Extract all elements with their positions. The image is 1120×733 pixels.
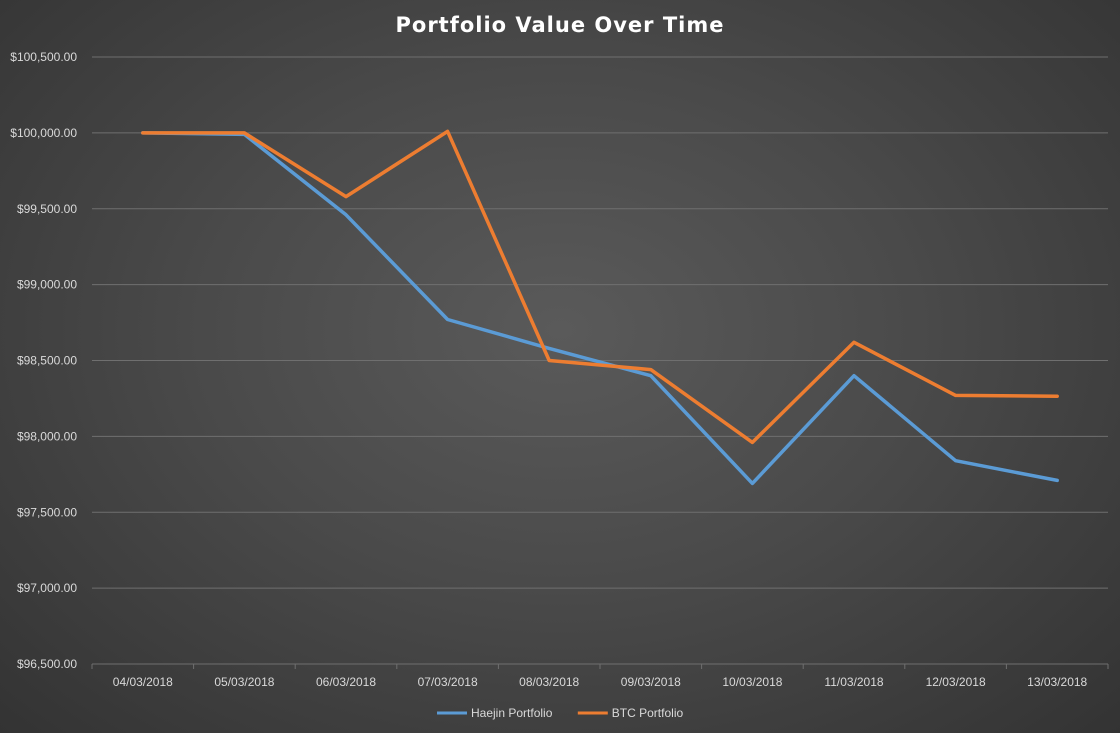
x-tick-label: 11/03/2018 xyxy=(824,675,883,689)
legend-entry: BTC Portfolio xyxy=(577,706,684,720)
y-tick-label: $99,000.00 xyxy=(17,278,77,292)
series-line-haejin-portfolio xyxy=(141,131,1059,486)
chart-title: Portfolio Value Over Time xyxy=(396,13,725,37)
x-tick-label: 10/03/2018 xyxy=(722,675,782,689)
legend: Haejin Portfolio BTC Portfolio xyxy=(437,706,683,720)
axes: $100,500.00 $100,000.00 $99,500.00 $99,000.… xyxy=(10,50,1109,689)
legend-label: Haejin Portfolio xyxy=(471,706,553,720)
y-tick-label: $98,000.00 xyxy=(17,429,77,443)
y-tick-label: $97,500.00 xyxy=(17,505,77,519)
x-tick-label: 08/03/2018 xyxy=(519,675,579,689)
x-tick-label: 06/03/2018 xyxy=(316,675,376,689)
y-tick-label: $98,500.00 xyxy=(17,354,77,368)
x-tick-label: 13/03/2018 xyxy=(1027,675,1087,689)
y-tick-label: $100,000.00 xyxy=(10,126,77,140)
y-tick-label: $97,000.00 xyxy=(17,581,77,595)
y-tick-label: $100,500.00 xyxy=(10,50,77,64)
x-tick-label: 04/03/2018 xyxy=(113,675,173,689)
series-line-btc-portfolio xyxy=(141,129,1059,445)
x-tick-label: 12/03/2018 xyxy=(926,675,986,689)
legend-entry: Haejin Portfolio xyxy=(437,706,553,720)
series-lines xyxy=(141,129,1059,486)
y-tick-label: $99,500.00 xyxy=(17,202,77,216)
legend-label: BTC Portfolio xyxy=(612,706,684,720)
y-tick-label: $96,500.00 xyxy=(17,657,77,671)
x-tick-label: 05/03/2018 xyxy=(214,675,274,689)
x-tick-label: 09/03/2018 xyxy=(621,675,681,689)
x-tick-label: 07/03/2018 xyxy=(418,675,478,689)
